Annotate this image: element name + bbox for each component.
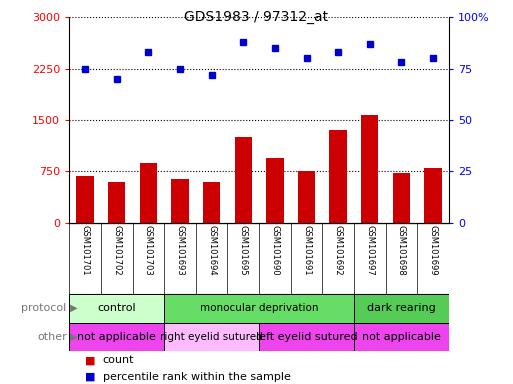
- Text: GSM101703: GSM101703: [144, 225, 153, 276]
- Text: GSM101690: GSM101690: [270, 225, 280, 275]
- Text: control: control: [97, 303, 136, 313]
- Text: GSM101698: GSM101698: [397, 225, 406, 276]
- Text: other: other: [37, 332, 67, 342]
- Bar: [234, 137, 252, 223]
- Bar: [424, 168, 442, 223]
- Text: GSM101695: GSM101695: [239, 225, 248, 275]
- Text: GSM101697: GSM101697: [365, 225, 374, 276]
- Text: GSM101694: GSM101694: [207, 225, 216, 275]
- Text: not applicable: not applicable: [77, 332, 156, 342]
- Text: count: count: [103, 356, 134, 366]
- Bar: [140, 163, 157, 223]
- Bar: [329, 130, 347, 223]
- Text: GSM101692: GSM101692: [333, 225, 343, 275]
- Text: percentile rank within the sample: percentile rank within the sample: [103, 372, 290, 382]
- Bar: [361, 114, 379, 223]
- Bar: [164, 323, 259, 351]
- Bar: [164, 294, 354, 323]
- Text: GSM101699: GSM101699: [428, 225, 438, 275]
- Text: not applicable: not applicable: [362, 332, 441, 342]
- Text: left eyelid sutured: left eyelid sutured: [255, 332, 358, 342]
- Text: right eyelid sutured: right eyelid sutured: [160, 332, 263, 342]
- Text: GSM101691: GSM101691: [302, 225, 311, 275]
- Text: dark rearing: dark rearing: [367, 303, 436, 313]
- Text: ▶: ▶: [67, 332, 77, 342]
- Bar: [76, 176, 94, 223]
- Bar: [354, 323, 449, 351]
- Bar: [354, 294, 449, 323]
- Text: ■: ■: [85, 372, 95, 382]
- Bar: [171, 179, 189, 223]
- Text: ■: ■: [85, 356, 95, 366]
- Text: protocol: protocol: [22, 303, 67, 313]
- Bar: [203, 182, 220, 223]
- Bar: [69, 294, 164, 323]
- Bar: [108, 182, 125, 223]
- Text: GSM101702: GSM101702: [112, 225, 121, 275]
- Bar: [266, 158, 284, 223]
- Bar: [298, 170, 315, 223]
- Bar: [393, 173, 410, 223]
- Text: monocular deprivation: monocular deprivation: [200, 303, 318, 313]
- Text: GSM101701: GSM101701: [81, 225, 90, 275]
- Text: GSM101693: GSM101693: [175, 225, 185, 276]
- Bar: [259, 323, 354, 351]
- Text: ▶: ▶: [67, 303, 77, 313]
- Bar: [69, 323, 164, 351]
- Text: GDS1983 / 97312_at: GDS1983 / 97312_at: [185, 10, 328, 23]
